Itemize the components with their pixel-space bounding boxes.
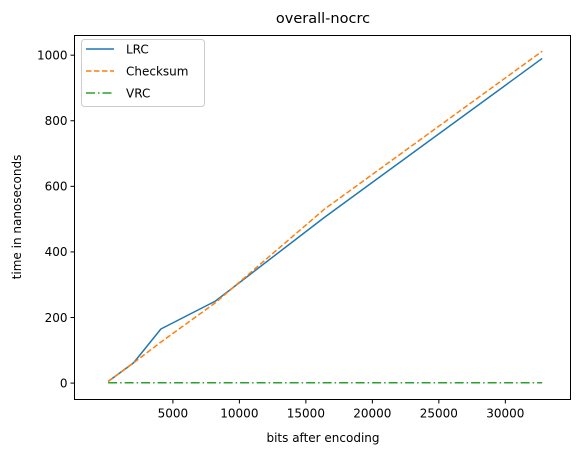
- x-axis-label: bits after encoding: [266, 431, 379, 445]
- y-tick-label: 600: [45, 180, 68, 194]
- legend-label-lrc: LRC: [126, 42, 149, 56]
- legend: LRC Checksum VRC: [81, 39, 205, 107]
- y-tick-label: 200: [45, 311, 68, 325]
- y-axis-label: time in nanoseconds: [10, 155, 24, 280]
- y-tick-label: 0: [60, 376, 68, 390]
- ticks: 5000 10000 15000 20000 25000 30000 0 200 400 600 8…: [37, 48, 524, 420]
- x-tick-label: 30000: [486, 407, 524, 421]
- y-tick-label: 1000: [37, 48, 68, 62]
- chart-title: overall-nocrc: [276, 11, 370, 27]
- legend-label-vrc: VRC: [126, 86, 150, 100]
- x-tick-label: 20000: [353, 407, 391, 421]
- series-line-checksum: [107, 50, 543, 383]
- plot-frame: [74, 35, 571, 400]
- y-tick-label: 400: [45, 245, 68, 259]
- legend-box: [81, 39, 205, 107]
- plot-lines: [107, 50, 543, 384]
- x-tick-label: 10000: [220, 407, 258, 421]
- legend-label-checksum: Checksum: [126, 64, 188, 78]
- x-tick-label: 15000: [287, 407, 325, 421]
- y-tick-label: 800: [45, 114, 68, 128]
- x-tick-label: 5000: [158, 407, 189, 421]
- x-tick-label: 25000: [420, 407, 458, 421]
